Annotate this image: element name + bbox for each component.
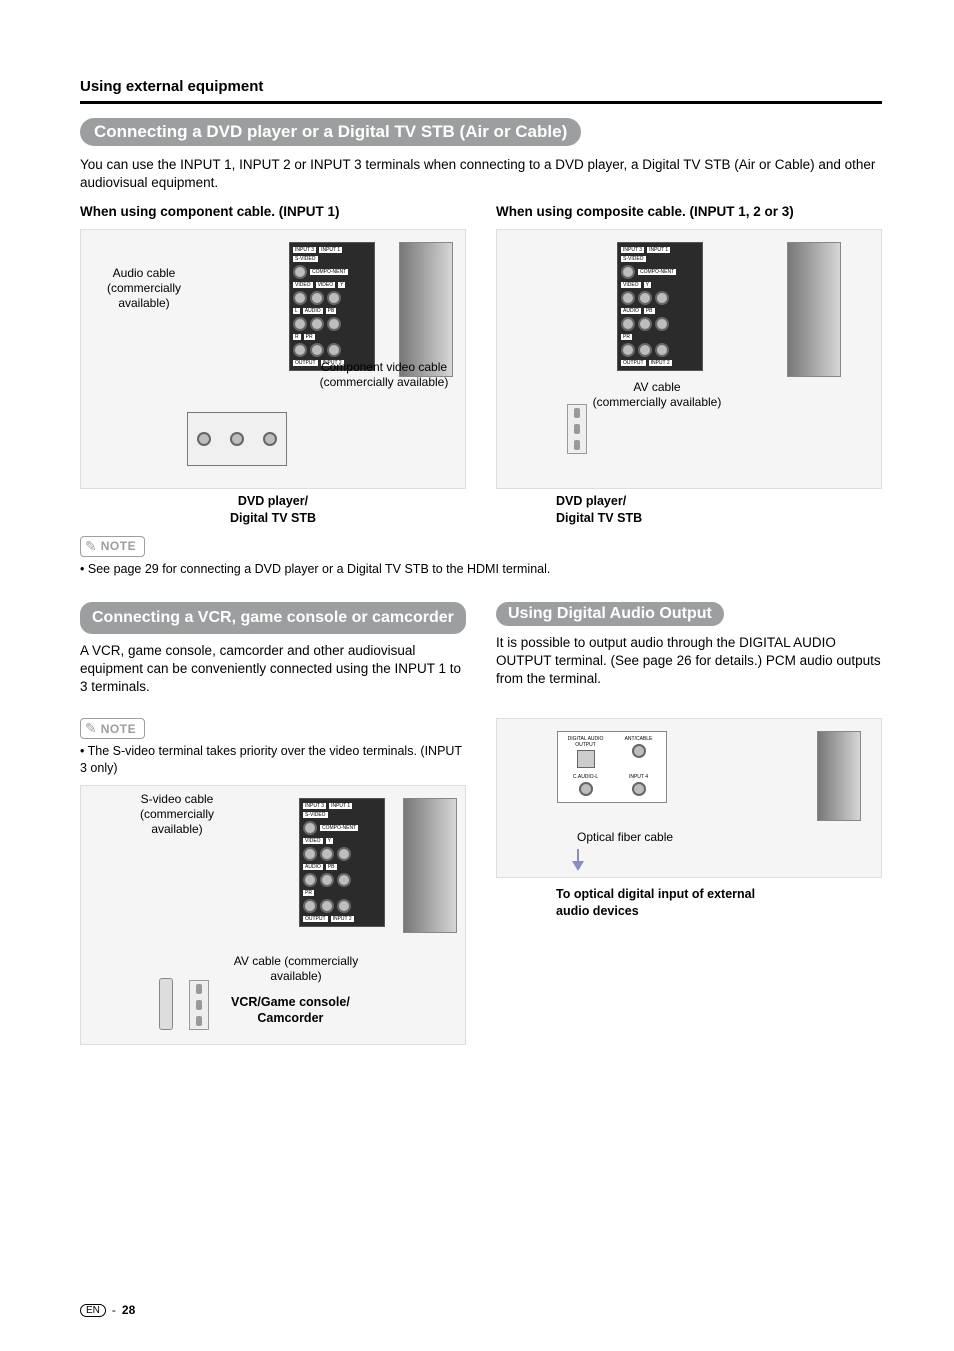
- label-audio-cable: Audio cable (commercially available): [89, 266, 199, 311]
- label-optical-dest: To optical digital input of external aud…: [556, 886, 776, 919]
- note-list-1: See page 29 for connecting a DVD player …: [80, 561, 882, 578]
- note-item: See page 29 for connecting a DVD player …: [80, 561, 882, 578]
- diagram-digital-audio: DIGITAL AUDIO OUTPUT ANT/CABLE C.AUDIO-L: [496, 718, 882, 878]
- note-label-2: NOTE: [101, 722, 136, 736]
- diagram-component: INPUT 3INPUT 1 S-VIDEO COMPO-NENT VIDEOV…: [80, 229, 466, 489]
- heading-digital-audio: Using Digital Audio Output: [496, 602, 724, 626]
- label-svideo-cable: S-video cable (commercially available): [117, 792, 237, 837]
- rca-plugs-icon: [567, 404, 587, 454]
- footer-lang: EN: [80, 1304, 106, 1317]
- sub-composite: When using composite cable. (INPUT 1, 2 …: [496, 204, 882, 219]
- tv-edge-4: [817, 731, 861, 821]
- tv-edge-2: [787, 242, 841, 377]
- page-section-title: Using external equipment: [80, 78, 882, 95]
- col-composite: When using composite cable. (INPUT 1, 2 …: [496, 204, 882, 526]
- digital-panel: DIGITAL AUDIO OUTPUT ANT/CABLE C.AUDIO-L: [557, 731, 667, 803]
- pin-icon: ✎: [85, 720, 97, 737]
- dvd-device-icon: [187, 412, 287, 466]
- diagram-vcr: INPUT 3INPUT 1 S-VIDEO COMPO-NENT VIDEOY…: [80, 785, 466, 1045]
- vcr-body: A VCR, game console, camcorder and other…: [80, 642, 466, 697]
- page-footer: EN - 28: [80, 1303, 135, 1317]
- note-item: The S-video terminal takes priority over…: [80, 743, 466, 777]
- pin-icon: ✎: [85, 538, 97, 555]
- footer-dash: -: [112, 1303, 116, 1317]
- section-vcr: Connecting a VCR, game console or camcor…: [80, 602, 466, 1045]
- diagram-composite: INPUT 3INPUT 1 S-VIDEO COMPO-NENT VIDEOY…: [496, 229, 882, 489]
- label-device-right: DVD player/ Digital TV STB: [556, 493, 882, 526]
- label-component-cable: Component video cable (commercially avai…: [309, 360, 459, 390]
- sub-component: When using component cable. (INPUT 1): [80, 204, 466, 219]
- note-badge-2: ✎ NOTE: [80, 718, 145, 739]
- note-badge-1: ✎ NOTE: [80, 536, 145, 557]
- diagram-row-1: When using component cable. (INPUT 1) IN…: [80, 204, 882, 526]
- note-label-1: NOTE: [101, 539, 136, 553]
- arrow-down-icon: [569, 849, 587, 871]
- terminal-panel: INPUT 3INPUT 1 S-VIDEO COMPO-NENT VIDEOV…: [289, 242, 375, 371]
- section-digital-audio: Using Digital Audio Output It is possibl…: [496, 602, 882, 1045]
- heading-connect-dvd: Connecting a DVD player or a Digital TV …: [80, 118, 581, 146]
- label-av-cable-2: AV cable (commercially available): [211, 954, 381, 984]
- svideo-plug-icon: [159, 978, 173, 1030]
- note-list-2: The S-video terminal takes priority over…: [80, 743, 466, 777]
- tv-edge: [399, 242, 453, 377]
- footer-page-number: 28: [122, 1303, 135, 1317]
- intro-text: You can use the INPUT 1, INPUT 2 or INPU…: [80, 156, 882, 192]
- digital-audio-body: It is possible to output audio through t…: [496, 634, 882, 689]
- label-optical-cable: Optical fiber cable: [577, 830, 673, 845]
- rca-plugs-icon-2: [189, 980, 209, 1030]
- section-rule: [80, 101, 882, 104]
- heading-vcr: Connecting a VCR, game console or camcor…: [80, 602, 466, 634]
- tv-edge-3: [403, 798, 457, 933]
- col-component: When using component cable. (INPUT 1) IN…: [80, 204, 466, 526]
- terminal-panel-3: INPUT 3INPUT 1 S-VIDEO COMPO-NENT VIDEOY…: [299, 798, 385, 927]
- terminal-panel-2: INPUT 3INPUT 1 S-VIDEO COMPO-NENT VIDEOY…: [617, 242, 703, 371]
- label-device-left: DVD player/ Digital TV STB: [80, 493, 466, 526]
- label-av-cable: AV cable (commercially available): [557, 380, 757, 410]
- label-vcr-device: VCR/Game console/ Camcorder: [231, 994, 350, 1027]
